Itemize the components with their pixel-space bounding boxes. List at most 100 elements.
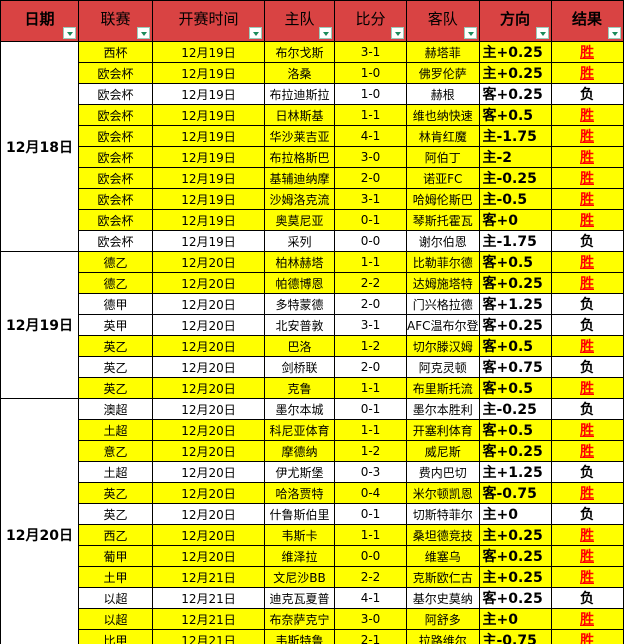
home-team-cell[interactable]: 迪克瓦夏普 (264, 587, 335, 609)
result-cell[interactable]: 胜 (550, 335, 624, 357)
league-cell[interactable]: 英乙 (78, 377, 153, 399)
header-home[interactable]: 主队 (264, 0, 335, 42)
home-team-cell[interactable]: 巴洛 (264, 335, 335, 357)
away-team-cell[interactable]: 墨尔本胜利 (406, 398, 480, 420)
score-cell[interactable]: 1-1 (334, 251, 407, 273)
score-cell[interactable]: 0-1 (334, 398, 407, 420)
direction-cell[interactable]: 主-0.75 (478, 629, 552, 644)
away-team-cell[interactable]: 阿克灵顿 (406, 356, 480, 378)
time-cell[interactable]: 12月20日 (152, 251, 265, 273)
score-cell[interactable]: 0-4 (334, 482, 407, 504)
score-cell[interactable]: 1-1 (334, 377, 407, 399)
direction-cell[interactable]: 客+0.75 (478, 356, 552, 378)
away-team-cell[interactable]: 开塞利体育 (406, 419, 480, 441)
direction-cell[interactable]: 主+0 (478, 503, 552, 525)
home-team-cell[interactable]: 布拉格斯巴 (264, 146, 335, 168)
league-cell[interactable]: 西杯 (78, 41, 153, 63)
result-cell[interactable]: 负 (550, 398, 624, 420)
time-cell[interactable]: 12月20日 (152, 440, 265, 462)
direction-cell[interactable]: 客+0.25 (478, 545, 552, 567)
league-cell[interactable]: 比甲 (78, 629, 153, 644)
time-cell[interactable]: 12月19日 (152, 62, 265, 84)
league-cell[interactable]: 欧会杯 (78, 104, 153, 126)
time-cell[interactable]: 12月20日 (152, 335, 265, 357)
time-cell[interactable]: 12月21日 (152, 629, 265, 644)
away-team-cell[interactable]: 诺亚FC (406, 167, 480, 189)
result-cell[interactable]: 胜 (550, 545, 624, 567)
header-away[interactable]: 客队 (406, 0, 480, 42)
league-cell[interactable]: 欧会杯 (78, 62, 153, 84)
score-cell[interactable]: 1-0 (334, 83, 407, 105)
league-cell[interactable]: 德乙 (78, 251, 153, 273)
direction-cell[interactable]: 主+0.25 (478, 62, 552, 84)
time-cell[interactable]: 12月19日 (152, 188, 265, 210)
direction-cell[interactable]: 客+0.5 (478, 335, 552, 357)
result-cell[interactable]: 负 (550, 293, 624, 315)
league-cell[interactable]: 英乙 (78, 482, 153, 504)
score-cell[interactable]: 1-2 (334, 335, 407, 357)
filter-dropdown-icon[interactable] (463, 27, 477, 39)
score-cell[interactable]: 2-0 (334, 293, 407, 315)
home-team-cell[interactable]: 哈洛贾特 (264, 482, 335, 504)
direction-cell[interactable]: 客+0.25 (478, 440, 552, 462)
league-cell[interactable]: 欧会杯 (78, 125, 153, 147)
away-team-cell[interactable]: 阿舒多 (406, 608, 480, 630)
away-team-cell[interactable]: AFC温布尔登 (406, 314, 480, 336)
home-team-cell[interactable]: 多特蒙德 (264, 293, 335, 315)
result-cell[interactable]: 负 (550, 83, 624, 105)
league-cell[interactable]: 欧会杯 (78, 83, 153, 105)
away-team-cell[interactable]: 门兴格拉德 (406, 293, 480, 315)
away-team-cell[interactable]: 赫根 (406, 83, 480, 105)
direction-cell[interactable]: 主+1.25 (478, 461, 552, 483)
direction-cell[interactable]: 客+0.25 (478, 272, 552, 294)
time-cell[interactable]: 12月19日 (152, 41, 265, 63)
filter-dropdown-icon[interactable] (535, 27, 549, 39)
score-cell[interactable]: 1-0 (334, 62, 407, 84)
league-cell[interactable]: 欧会杯 (78, 230, 153, 252)
direction-cell[interactable]: 客+0 (478, 209, 552, 231)
away-team-cell[interactable]: 切尔滕汉姆 (406, 335, 480, 357)
time-cell[interactable]: 12月19日 (152, 230, 265, 252)
time-cell[interactable]: 12月20日 (152, 545, 265, 567)
score-cell[interactable]: 0-3 (334, 461, 407, 483)
away-team-cell[interactable]: 基尔史莫纳 (406, 587, 480, 609)
direction-cell[interactable]: 主-0.25 (478, 398, 552, 420)
time-cell[interactable]: 12月20日 (152, 503, 265, 525)
header-direction[interactable]: 方向 (478, 0, 552, 42)
home-team-cell[interactable]: 帕德博恩 (264, 272, 335, 294)
league-cell[interactable]: 欧会杯 (78, 167, 153, 189)
result-cell[interactable]: 胜 (550, 419, 624, 441)
home-team-cell[interactable]: 柏林赫塔 (264, 251, 335, 273)
result-cell[interactable]: 负 (550, 356, 624, 378)
league-cell[interactable]: 以超 (78, 587, 153, 609)
league-cell[interactable]: 英乙 (78, 335, 153, 357)
result-cell[interactable]: 胜 (550, 62, 624, 84)
direction-cell[interactable]: 客+1.25 (478, 293, 552, 315)
direction-cell[interactable]: 主+0.25 (478, 41, 552, 63)
score-cell[interactable]: 0-0 (334, 545, 407, 567)
league-cell[interactable]: 土超 (78, 419, 153, 441)
away-team-cell[interactable]: 佛罗伦萨 (406, 62, 480, 84)
time-cell[interactable]: 12月20日 (152, 482, 265, 504)
score-cell[interactable]: 2-2 (334, 566, 407, 588)
filter-dropdown-icon[interactable] (249, 27, 262, 39)
time-cell[interactable]: 12月19日 (152, 125, 265, 147)
score-cell[interactable]: 1-1 (334, 104, 407, 126)
away-team-cell[interactable]: 比勒菲尔德 (406, 251, 480, 273)
league-cell[interactable]: 欧会杯 (78, 146, 153, 168)
home-team-cell[interactable]: 华沙莱吉亚 (264, 125, 335, 147)
filter-dropdown-icon[interactable] (63, 27, 76, 39)
time-cell[interactable]: 12月19日 (152, 167, 265, 189)
header-time[interactable]: 开赛时间 (152, 0, 265, 42)
home-team-cell[interactable]: 科尼亚体育 (264, 419, 335, 441)
home-team-cell[interactable]: 剑桥联 (264, 356, 335, 378)
time-cell[interactable]: 12月20日 (152, 314, 265, 336)
direction-cell[interactable]: 客+0.25 (478, 83, 552, 105)
time-cell[interactable]: 12月21日 (152, 587, 265, 609)
result-cell[interactable]: 胜 (550, 272, 624, 294)
league-cell[interactable]: 英乙 (78, 503, 153, 525)
time-cell[interactable]: 12月21日 (152, 608, 265, 630)
league-cell[interactable]: 德甲 (78, 293, 153, 315)
home-team-cell[interactable]: 维泽拉 (264, 545, 335, 567)
away-team-cell[interactable]: 克斯欧仁古 (406, 566, 480, 588)
